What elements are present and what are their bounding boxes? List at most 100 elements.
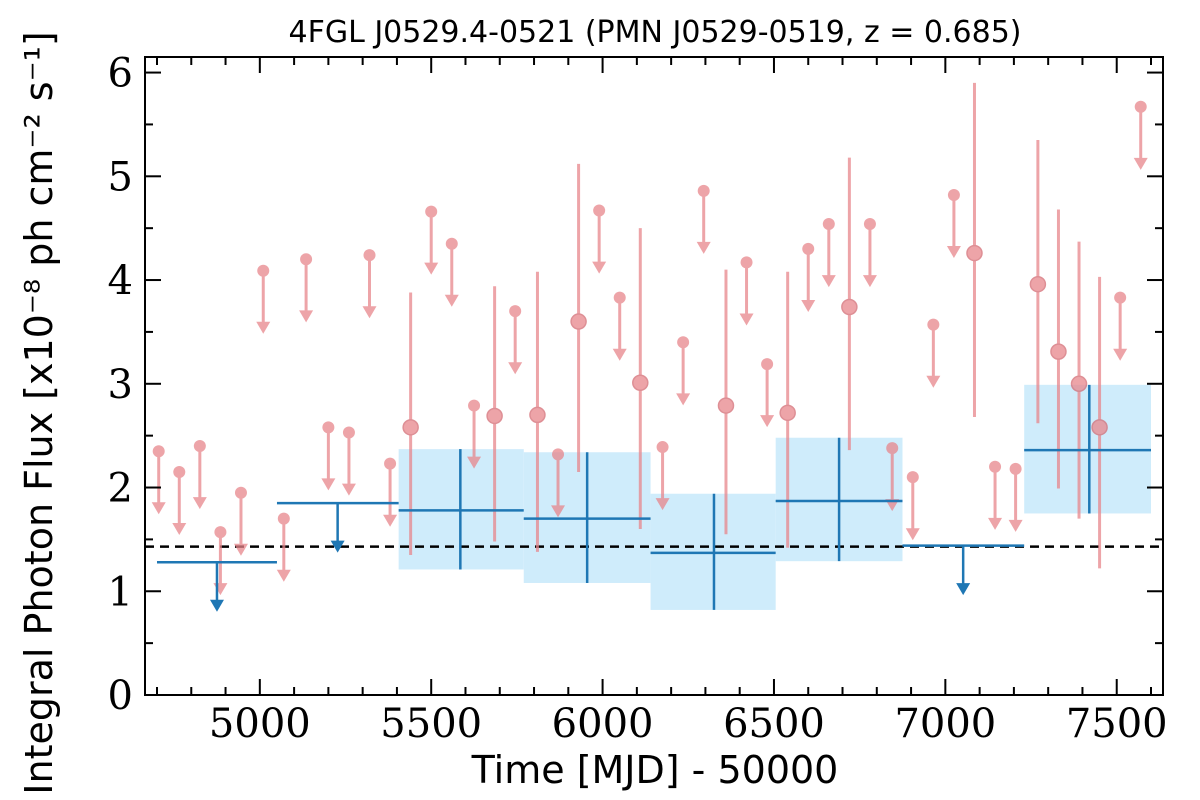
short-bin-upper-limit [383,457,398,527]
detection-marker [966,244,983,262]
y-tick-label: 0 [108,673,133,719]
y-tick-label: 6 [108,51,133,97]
upper-limit-arrow-head [276,569,291,582]
upper-limit-arrow-head [192,497,207,510]
upper-limit-marker [1114,291,1127,304]
upper-limit-marker [552,448,565,461]
upper-limit-marker [697,184,710,197]
detection-marker [1029,275,1047,293]
upper-limit-arrow-head [362,306,377,319]
detection-marker [402,419,419,436]
detection-marker [1050,343,1067,360]
upper-limit-marker [277,512,290,525]
short-bin-detection [1050,209,1067,489]
detection-marker [486,407,503,425]
x-axis-label: Time [MJD] - 50000 [471,748,839,792]
short-bin-upper-limit [655,441,670,511]
long-bin-detection [775,437,903,562]
upper-limit-marker [863,218,876,231]
upper-limit-arrow-head [655,498,670,511]
tick-labels: 5000 5500 6000 6500 7000 7500 0 1 2 3 4 5 6 [108,51,1168,747]
upper-limit-marker [322,421,335,434]
upper-limit-arrow-head [905,528,920,541]
upper-limit-arrow-head [299,310,314,323]
short-bin-upper-limit [444,237,459,307]
axes-frame [144,56,1164,696]
detection-marker [717,397,735,414]
short-bin-upper-limit [905,471,920,541]
upper-limit-arrow-head [760,415,775,428]
short-bin-detection [529,271,546,552]
short-bin-upper-limit [1113,291,1128,361]
upper-limit-arrow-head [676,393,691,406]
short-bin-upper-limit [592,204,607,274]
upper-limit-arrow-head [801,299,816,312]
upper-limit-marker [425,205,438,218]
detection-marker [1070,375,1088,393]
upper-limit-arrow-head [321,478,336,491]
x-tick-label: 5000 [209,701,311,747]
upper-limit-marker [947,188,960,201]
long-bin-upper-limit [902,544,1025,596]
upper-limit-arrow-head [256,321,271,334]
short-bin-upper-limit [926,318,941,388]
short-bin-upper-limit [321,421,336,491]
plot-frame [144,56,1164,696]
short-bin-upper-limit [862,218,877,288]
short-bin-detection [717,269,735,535]
upper-limit-arrow-head [739,313,754,326]
upper-limit-marker [613,291,626,304]
long-bin-upper-limit [156,560,277,612]
upper-limit-arrow-head [444,294,459,307]
x-tick-label: 7000 [894,701,996,747]
upper-limit-marker [593,204,606,217]
short-bin-upper-limit [676,336,691,406]
x-tick-label: 6500 [723,701,825,747]
short-bin-upper-limit [551,448,566,518]
short-bin-detection [486,286,503,542]
short-bin-upper-limit [1133,100,1148,170]
x-tick-label: 7500 [1066,701,1168,747]
short-bin-detection [841,157,858,451]
short-bin-upper-limit [612,291,627,361]
upper-limit-marker [989,460,1002,473]
upper-limit-marker [193,440,206,453]
upper-limit-marker [740,256,753,269]
short-bin-detection [632,228,649,530]
short-bin-detection [1091,276,1108,569]
short-bin-upper-limit [299,253,314,323]
detection-marker [632,374,649,391]
short-bin-detection [1029,139,1047,424]
upper-limit-marker [1009,462,1022,475]
upper-limit-marker [822,218,835,231]
upper-limit-arrow-head [696,241,711,254]
long-bin-layer [156,384,1152,612]
upper-limit-arrow-head [151,502,166,515]
short-bin-upper-limit [739,256,754,326]
short-bin-upper-limit [362,249,377,319]
detection-marker [529,406,546,424]
upper-limit-marker [363,249,376,262]
y-tick-label: 2 [108,466,133,512]
upper-limit-arrow-head [1133,157,1148,170]
upper-limit-marker [509,305,522,318]
upper-limit-marker [761,358,774,371]
upper-limit-marker [1134,100,1147,113]
upper-limit-marker [234,486,247,499]
upper-limit-arrow-head [233,543,248,556]
short-bin-upper-limit [946,188,961,259]
upper-limit-marker [656,441,669,454]
long-bin-arrow-head [209,599,224,612]
y-tick-label: 4 [108,258,133,304]
upper-limit-marker [906,471,919,484]
upper-limit-marker [886,442,899,455]
chart-title: 4FGL J0529.4-0521 (PMN J0529-0519, z = 0… [288,15,1021,50]
detection-marker [570,313,587,330]
upper-limit-marker [257,264,270,277]
long-bin-detection [1024,384,1152,514]
upper-limit-marker [927,318,940,331]
short-bin-detection [570,163,587,472]
upper-limit-arrow-head [551,505,566,518]
short-bin-upper-limit [276,512,291,582]
short-bin-upper-limit [821,218,836,288]
